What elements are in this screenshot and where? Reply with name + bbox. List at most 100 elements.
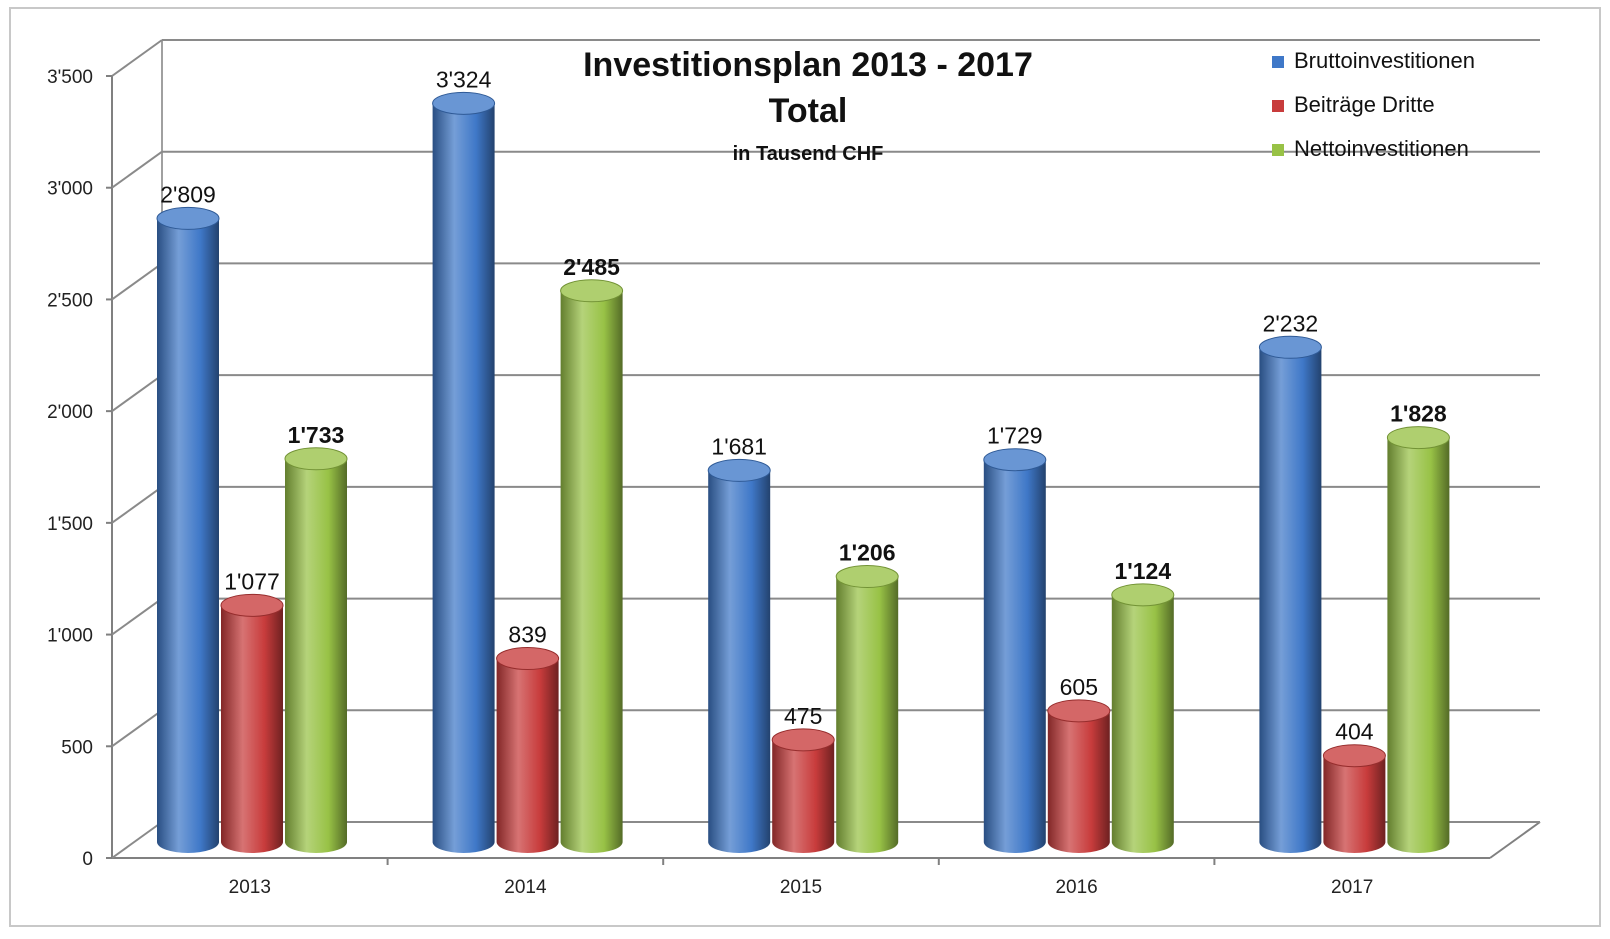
bar-top <box>1258 335 1322 359</box>
bar-top <box>835 565 899 589</box>
bar-body <box>836 576 899 853</box>
bar-body <box>157 218 219 853</box>
y-tick-label: 3'000 <box>47 179 93 200</box>
bar <box>1258 335 1322 853</box>
bar <box>835 565 899 853</box>
data-label: 475 <box>784 703 822 729</box>
legend-swatch <box>1272 100 1284 112</box>
data-label: 3'324 <box>436 66 492 92</box>
y-tick-label: 1'500 <box>47 514 93 535</box>
y-tick-label: 500 <box>61 737 93 758</box>
bar <box>1386 426 1450 853</box>
data-label: 1'206 <box>839 540 896 566</box>
legend: Bruttoinvestitionen Beiträge Dritte Nettoi… <box>1272 48 1475 161</box>
y-tick-label: 2'500 <box>47 290 93 311</box>
y-axis-ticks: 0 500 1'000 1'500 2'000 2'500 3'000 3'500 <box>47 67 93 870</box>
gridline-depth <box>111 39 163 77</box>
chart-title-total: Total <box>769 92 848 130</box>
bar <box>284 447 348 853</box>
data-label: 404 <box>1335 719 1374 745</box>
bar <box>560 279 624 853</box>
gridline-depth <box>111 374 163 412</box>
data-label: 1'681 <box>711 433 767 459</box>
gridline-depth <box>111 262 163 301</box>
bar-top <box>1111 583 1175 607</box>
chart-border <box>9 7 1601 927</box>
bar-top <box>1047 699 1111 723</box>
bar <box>771 728 835 853</box>
chart-subtitle: in Tausend CHF <box>733 143 884 165</box>
y-tick-label: 2'000 <box>47 402 93 423</box>
y-tick-label: 3'500 <box>47 67 93 88</box>
bar-top <box>707 458 771 482</box>
bar <box>707 458 771 853</box>
bar-body <box>285 458 347 853</box>
bar-top <box>1322 744 1386 768</box>
legend-swatch <box>1272 56 1284 68</box>
gridline-depth <box>111 150 163 189</box>
bar <box>156 206 220 853</box>
bar-body <box>560 290 623 853</box>
bar <box>983 448 1047 853</box>
bar-body <box>708 470 771 853</box>
bar-top <box>1386 426 1450 450</box>
bar-body <box>221 605 283 853</box>
bar-top <box>560 279 624 303</box>
chart-title-block: Investitionsplan 2013 - 2017 Total in Ta… <box>583 46 1033 165</box>
legend-label: Bruttoinvestitionen <box>1294 48 1475 73</box>
data-label: 2'232 <box>1263 310 1319 336</box>
gridline-depth <box>111 709 163 748</box>
x-tick-label: 2016 <box>1055 877 1097 898</box>
x-tick-label: 2013 <box>229 877 271 898</box>
legend-label: Beiträge Dritte <box>1294 92 1435 117</box>
bar-top <box>220 593 284 617</box>
data-labels: 2'809 1'077 1'733 3'324 839 2'485 1'681 475 1'20… <box>160 66 1447 744</box>
bar <box>1111 583 1175 853</box>
data-label: 839 <box>508 622 546 648</box>
data-label: 1'828 <box>1390 401 1447 427</box>
bar-body <box>1047 710 1110 853</box>
bar-top <box>432 91 496 115</box>
x-tick-label: 2017 <box>1331 877 1373 898</box>
legend-swatch <box>1272 144 1284 156</box>
bar <box>220 593 284 853</box>
x-axis-ticks: 2013 2014 2015 2016 2017 <box>229 877 1374 898</box>
bar-top <box>156 206 220 230</box>
data-label: 2'485 <box>563 254 620 280</box>
data-label: 605 <box>1060 674 1098 700</box>
data-label: 1'077 <box>224 568 280 594</box>
chart-title: Investitionsplan 2013 - 2017 <box>583 46 1033 84</box>
x-tick-label: 2014 <box>504 877 547 898</box>
bar <box>432 91 496 853</box>
data-label: 2'809 <box>160 181 216 207</box>
x-tick-label: 2015 <box>780 877 822 898</box>
bar-top <box>771 728 835 752</box>
y-tick-label: 1'000 <box>47 626 93 647</box>
bar-body <box>1259 347 1322 853</box>
bar-body <box>432 103 495 853</box>
bar-top <box>983 448 1047 472</box>
floor-right-edge <box>1489 821 1541 859</box>
bar <box>496 647 560 853</box>
bar-body <box>1111 594 1174 853</box>
bar-body <box>1323 755 1386 853</box>
data-label: 1'729 <box>987 423 1043 449</box>
bar-body <box>496 658 559 853</box>
y-tick-label: 0 <box>82 849 93 870</box>
bar-body <box>772 739 835 853</box>
data-label: 1'733 <box>288 422 345 448</box>
gridline-depth <box>111 486 163 524</box>
bars <box>156 91 1450 853</box>
bar-body <box>983 459 1046 853</box>
bar-top <box>284 447 348 471</box>
gridline-depth <box>111 821 163 859</box>
bar <box>1322 744 1386 853</box>
data-label: 1'124 <box>1114 558 1171 584</box>
bar <box>1047 699 1111 853</box>
bar-top <box>496 647 560 671</box>
bar-body <box>1387 437 1450 853</box>
legend-label: Nettoinvestitionen <box>1294 136 1469 161</box>
gridline-depth <box>111 597 163 636</box>
